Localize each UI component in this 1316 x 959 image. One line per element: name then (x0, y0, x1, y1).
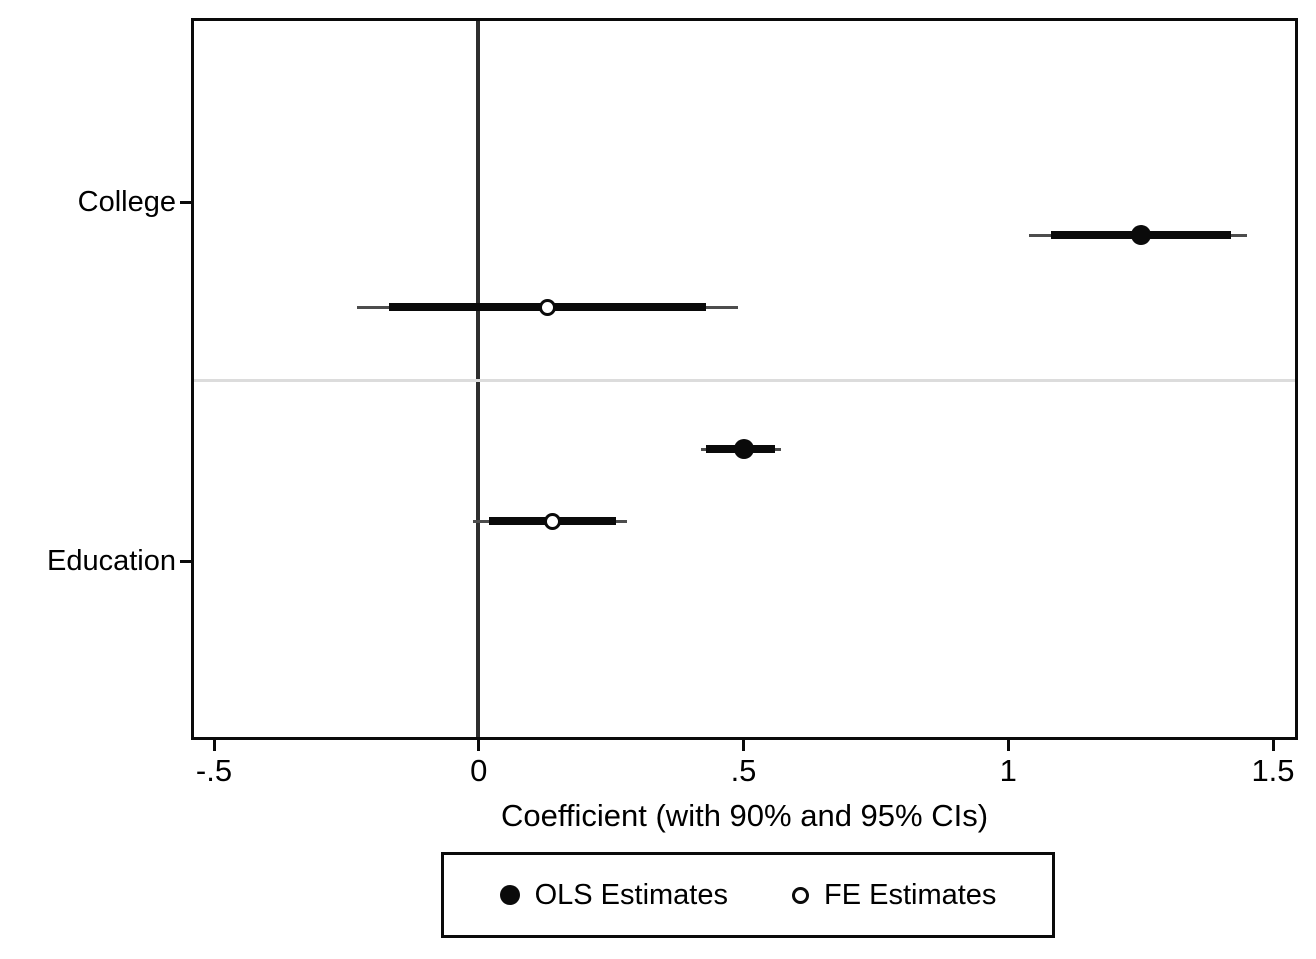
fe-education-estimate-marker (544, 512, 562, 530)
legend-label-ols: OLS Estimates (534, 878, 728, 911)
legend-entry-ols: OLS Estimates (499, 878, 728, 912)
category-divider-line (194, 379, 1295, 382)
x-axis-tick--.5 (212, 738, 216, 751)
legend-entry-fe: FE Estimates (791, 878, 997, 912)
x-axis-tick-label: 1 (999, 753, 1017, 788)
ols-education-estimate-marker (733, 439, 754, 459)
legend-label-fe: FE Estimates (823, 878, 997, 911)
hollow-circle-icon (791, 886, 809, 904)
x-axis-tick-1 (1006, 738, 1010, 751)
y-axis-label-college: College (77, 186, 176, 218)
legend: OLS Estimates FE Estimates (441, 852, 1055, 938)
x-axis-tick-1.5 (1271, 738, 1275, 751)
filled-circle-icon (499, 885, 520, 905)
x-axis-tick-label: 1.5 (1251, 753, 1295, 788)
y-axis-tick-education (180, 560, 193, 563)
x-axis-tick-label: -.5 (195, 753, 233, 788)
ols-college-estimate-marker (1130, 225, 1151, 245)
x-axis-tick-label: 0 (470, 753, 488, 788)
x-axis-tick-0 (477, 738, 481, 751)
x-axis-tick-.5 (742, 738, 745, 751)
y-axis-tick-college (180, 201, 193, 204)
fe-college-estimate-marker (539, 298, 557, 316)
x-axis-tick-label: .5 (730, 753, 757, 788)
y-axis-label-education: Education (47, 545, 176, 577)
x-axis-title: Coefficient (with 90% and 95% CIs) (500, 798, 989, 833)
